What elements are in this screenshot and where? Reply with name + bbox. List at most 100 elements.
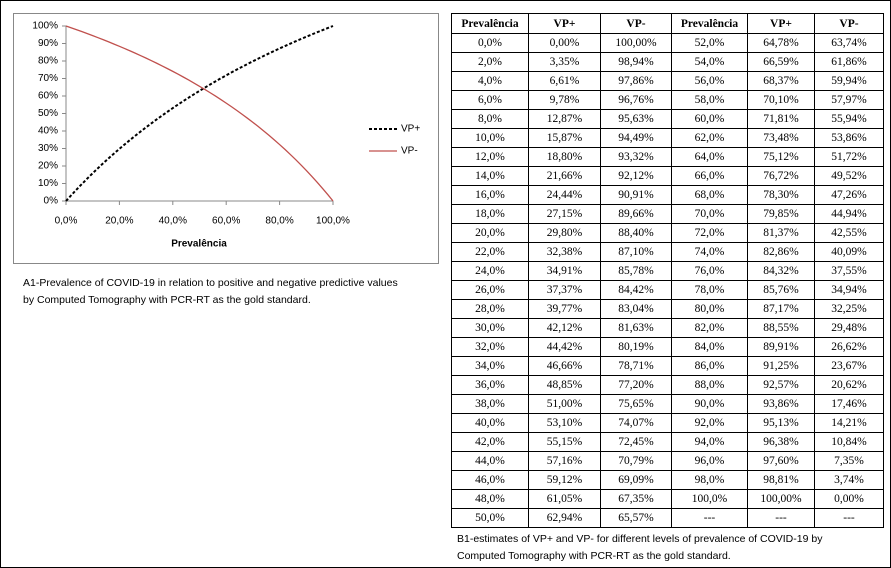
- table-cell: 16,0%: [451, 185, 529, 205]
- table-cell: 87,17%: [747, 299, 815, 319]
- table-cell: 98,94%: [600, 52, 672, 72]
- table-row: 48,0% 61,05% 67,35% 100,0% 100,00% 0,00%: [451, 489, 884, 509]
- table-cell: ---: [814, 508, 884, 528]
- table-cell: 92,12%: [600, 166, 672, 186]
- table-cell: ---: [747, 508, 815, 528]
- table-cell: 9,78%: [528, 90, 601, 110]
- y-tick-label: 30%: [38, 143, 58, 154]
- table-cell: 78,30%: [747, 185, 815, 205]
- table-cell: 66,0%: [671, 166, 748, 186]
- table-cell: 21,66%: [528, 166, 601, 186]
- header-cell: VP-: [600, 13, 672, 34]
- table-cell: 55,94%: [814, 109, 884, 129]
- table-cell: 82,86%: [747, 242, 815, 262]
- table-cell: 46,66%: [528, 356, 601, 376]
- table-cell: 76,0%: [671, 261, 748, 281]
- table-row: 46,0% 59,12% 69,09% 98,0% 98,81% 3,74%: [451, 470, 884, 490]
- table-cell: 73,48%: [747, 128, 815, 148]
- table-row: 6,0% 9,78% 96,76% 58,0% 70,10% 57,97%: [451, 90, 884, 110]
- table-cell: 14,0%: [451, 166, 529, 186]
- table-row: 22,0% 32,38% 87,10% 74,0% 82,86% 40,09%: [451, 242, 884, 262]
- table-cell: 0,00%: [528, 33, 601, 53]
- table-cell: 54,0%: [671, 52, 748, 72]
- table-cell: 24,44%: [528, 185, 601, 205]
- x-tick-label: 60,0%: [212, 216, 240, 227]
- table-cell: 3,35%: [528, 52, 601, 72]
- table-cell: 78,0%: [671, 280, 748, 300]
- header-cell: VP+: [747, 13, 815, 34]
- data-table: Prevalência VP+ VP- Prevalência VP+ VP- 0,0% 0,…: [451, 13, 884, 528]
- table-cell: 66,59%: [747, 52, 815, 72]
- table-cell: 91,25%: [747, 356, 815, 376]
- table-cell: 76,72%: [747, 166, 815, 186]
- table-cell: 37,37%: [528, 280, 601, 300]
- table-cell: 28,0%: [451, 299, 529, 319]
- table-cell: 77,20%: [600, 375, 672, 395]
- y-tick-label: 50%: [38, 108, 58, 119]
- table-cell: 74,07%: [600, 413, 672, 433]
- x-tick-label: 40,0%: [159, 216, 187, 227]
- chart: Prevalência 0% 10% 20% 30% 40% 50% 60% 70% 80% 90…: [13, 13, 439, 264]
- table-cell: 92,57%: [747, 375, 815, 395]
- table-cell: 44,94%: [814, 204, 884, 224]
- table-cell: 51,00%: [528, 394, 601, 414]
- y-tick-label: 90%: [38, 38, 58, 49]
- table-cell: 89,66%: [600, 204, 672, 224]
- table-cell: 61,86%: [814, 52, 884, 72]
- table-cell: 85,78%: [600, 261, 672, 281]
- table-cell: 88,40%: [600, 223, 672, 243]
- table-cell: 55,15%: [528, 432, 601, 452]
- table-cell: 94,49%: [600, 128, 672, 148]
- table-cell: 50,0%: [451, 508, 529, 528]
- line-series: [65, 25, 334, 202]
- table-cell: 20,62%: [814, 375, 884, 395]
- table-row: 16,0% 24,44% 90,91% 68,0% 78,30% 47,26%: [451, 185, 884, 205]
- table-cell: 70,0%: [671, 204, 748, 224]
- table-row: 42,0% 55,15% 72,45% 94,0% 96,38% 10,84%: [451, 432, 884, 452]
- header-cell: VP+: [528, 13, 601, 34]
- table-cell: 75,12%: [747, 147, 815, 167]
- table-cell: 3,74%: [814, 470, 884, 490]
- header-cell: Prevalência: [671, 13, 748, 34]
- y-tick-label: 40%: [38, 126, 58, 137]
- table-cell: 97,60%: [747, 451, 815, 471]
- table-cell: 90,91%: [600, 185, 672, 205]
- table-cell: 98,0%: [671, 470, 748, 490]
- table-cell: 42,55%: [814, 223, 884, 243]
- table-cell: 71,81%: [747, 109, 815, 129]
- table-cell: 96,38%: [747, 432, 815, 452]
- table-cell: 69,09%: [600, 470, 672, 490]
- table-cell: 23,67%: [814, 356, 884, 376]
- table-row: 12,0% 18,80% 93,32% 64,0% 75,12% 51,72%: [451, 147, 884, 167]
- table-cell: 47,26%: [814, 185, 884, 205]
- table-cell: 29,80%: [528, 223, 601, 243]
- table-row: 34,0% 46,66% 78,71% 86,0% 91,25% 23,67%: [451, 356, 884, 376]
- table-cell: 93,86%: [747, 394, 815, 414]
- table-cell: 34,91%: [528, 261, 601, 281]
- table-cell: 87,10%: [600, 242, 672, 262]
- table-cell: 97,86%: [600, 71, 672, 91]
- table-cell: 57,16%: [528, 451, 601, 471]
- table-row: 26,0% 37,37% 84,42% 78,0% 85,76% 34,94%: [451, 280, 884, 300]
- table-cell: 36,0%: [451, 375, 529, 395]
- table-cell: 40,09%: [814, 242, 884, 262]
- table-cell: 32,0%: [451, 337, 529, 357]
- x-tick-label: 0,0%: [55, 216, 78, 227]
- table-cell: 17,46%: [814, 394, 884, 414]
- table-cell: 100,00%: [747, 489, 815, 509]
- table-cell: 27,15%: [528, 204, 601, 224]
- table-cell: 68,37%: [747, 71, 815, 91]
- table-cell: 42,0%: [451, 432, 529, 452]
- table-cell: 34,0%: [451, 356, 529, 376]
- table-cell: 53,86%: [814, 128, 884, 148]
- table-row: 36,0% 48,85% 77,20% 88,0% 92,57% 20,62%: [451, 375, 884, 395]
- table-cell: 84,0%: [671, 337, 748, 357]
- table-cell: 70,79%: [600, 451, 672, 471]
- y-tick-label: 20%: [38, 161, 58, 172]
- table-cell: 51,72%: [814, 147, 884, 167]
- table-row: 8,0% 12,87% 95,63% 60,0% 71,81% 55,94%: [451, 109, 884, 129]
- table-cell: 96,76%: [600, 90, 672, 110]
- table-cell: 95,13%: [747, 413, 815, 433]
- table-cell: 42,12%: [528, 318, 601, 338]
- table-row: 20,0% 29,80% 88,40% 72,0% 81,37% 42,55%: [451, 223, 884, 243]
